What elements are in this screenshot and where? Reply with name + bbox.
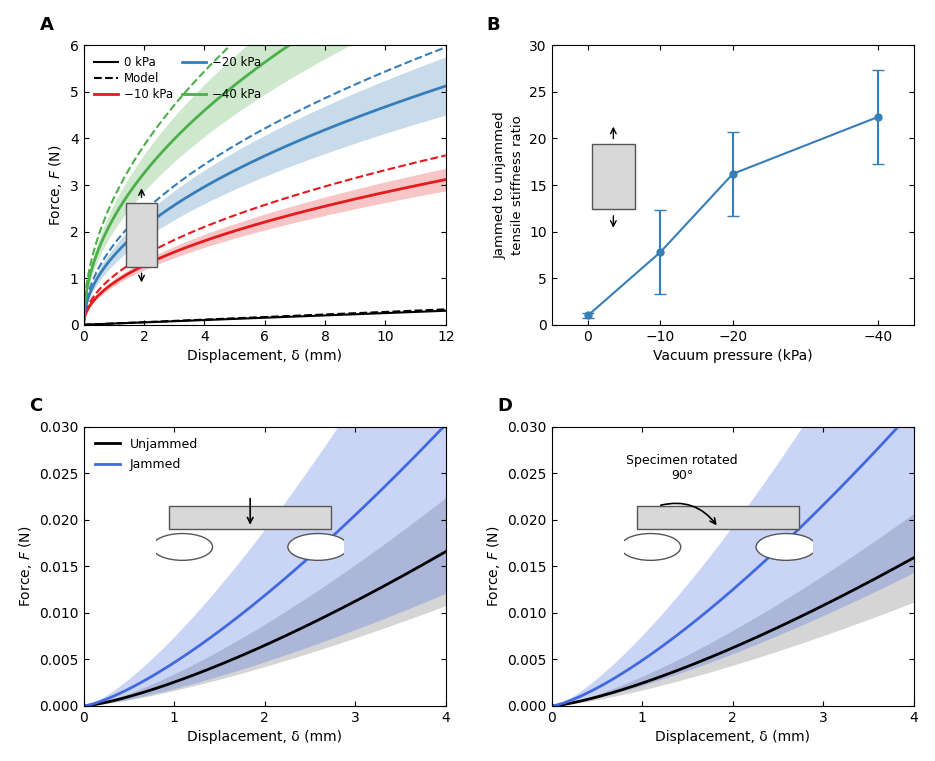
Legend: Unjammed, Jammed: Unjammed, Jammed — [90, 433, 203, 476]
Text: D: D — [497, 397, 512, 416]
Legend: 0 kPa, Model, −10 kPa, , −20 kPa, , −40 kPa, : 0 kPa, Model, −10 kPa, , −20 kPa, , −40 … — [90, 51, 266, 122]
X-axis label: Vacuum pressure (kPa): Vacuum pressure (kPa) — [653, 349, 813, 363]
Y-axis label: Force, $F$ (N): Force, $F$ (N) — [485, 525, 502, 607]
X-axis label: Displacement, δ (mm): Displacement, δ (mm) — [187, 731, 342, 744]
Y-axis label: Jammed to unjammed
tensile stiffness ratio: Jammed to unjammed tensile stiffness rat… — [494, 111, 524, 259]
X-axis label: Displacement, δ (mm): Displacement, δ (mm) — [187, 349, 342, 363]
X-axis label: Displacement, δ (mm): Displacement, δ (mm) — [655, 731, 811, 744]
Text: B: B — [486, 16, 500, 34]
Text: Specimen rotated
90°: Specimen rotated 90° — [626, 454, 738, 482]
Y-axis label: Force, $F$ (N): Force, $F$ (N) — [17, 525, 34, 607]
Text: C: C — [29, 397, 42, 416]
Y-axis label: Force, $F$ (N): Force, $F$ (N) — [48, 145, 65, 226]
Text: A: A — [40, 16, 54, 34]
